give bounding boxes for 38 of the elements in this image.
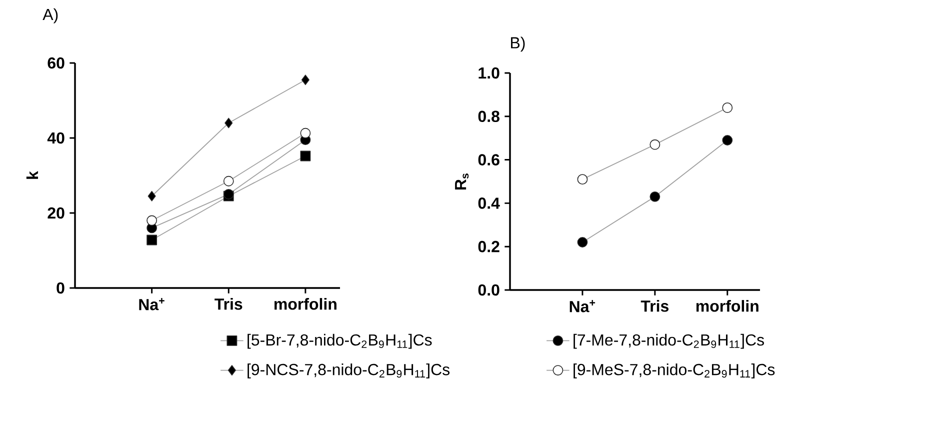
x-tick-label: Tris	[640, 300, 669, 312]
chart-title: B)	[511, 36, 525, 52]
y-tick-label: 0.6	[478, 154, 500, 166]
point	[300, 150, 311, 162]
point	[301, 74, 310, 86]
point	[223, 176, 234, 186]
y-tick-label: 60	[48, 57, 64, 69]
point	[650, 191, 660, 202]
point	[722, 135, 733, 146]
y-tick-label: 0	[56, 282, 64, 294]
y-axis-title: R$_{s}$	[455, 174, 469, 190]
point	[300, 128, 311, 138]
x-tick-label: Na$^{+}$	[139, 298, 164, 310]
y-tick-label: 20	[48, 207, 64, 219]
x-tick-label: Na$^{+}$	[570, 300, 596, 312]
point	[224, 118, 233, 128]
point	[577, 174, 588, 185]
y-tick-label: 0.4	[478, 198, 500, 209]
point	[146, 234, 158, 246]
chart-title: A)	[42, 8, 58, 24]
point	[577, 237, 588, 248]
point	[148, 190, 156, 202]
point	[650, 139, 660, 150]
legend-label: [9-MeS-7,8-nido-C$_{2}$B$_{9}$H$_{11}$]Cs	[574, 363, 775, 378]
y-tick-label: 40	[47, 132, 64, 144]
legend-label: [5-Br-7,8-nido-C$_{2}$B$_{9}$H$_{11}$]Cs	[248, 334, 432, 349]
y-tick-label: 1.0	[478, 67, 500, 79]
x-tick-label: Tris	[214, 298, 242, 310]
legend-label: [7-Me-7,8-nido-C$_{2}$B$_{9}$H$_{11}$]Cs	[574, 334, 764, 349]
y-tick-label: 0.0	[478, 284, 500, 296]
legend-label: [9-NCS-7,8-nido-C$_{2}$B$_{9}$H$_{11}$]Cs	[248, 363, 450, 378]
y-axis-title: k	[26, 171, 38, 179]
point	[722, 102, 733, 113]
y-tick-label: 0.8	[478, 110, 500, 122]
y-tick-label: 0.2	[478, 240, 500, 252]
x-tick-label: morfolin	[696, 300, 758, 312]
x-tick-label: morfolin	[274, 298, 336, 310]
point	[146, 215, 158, 226]
